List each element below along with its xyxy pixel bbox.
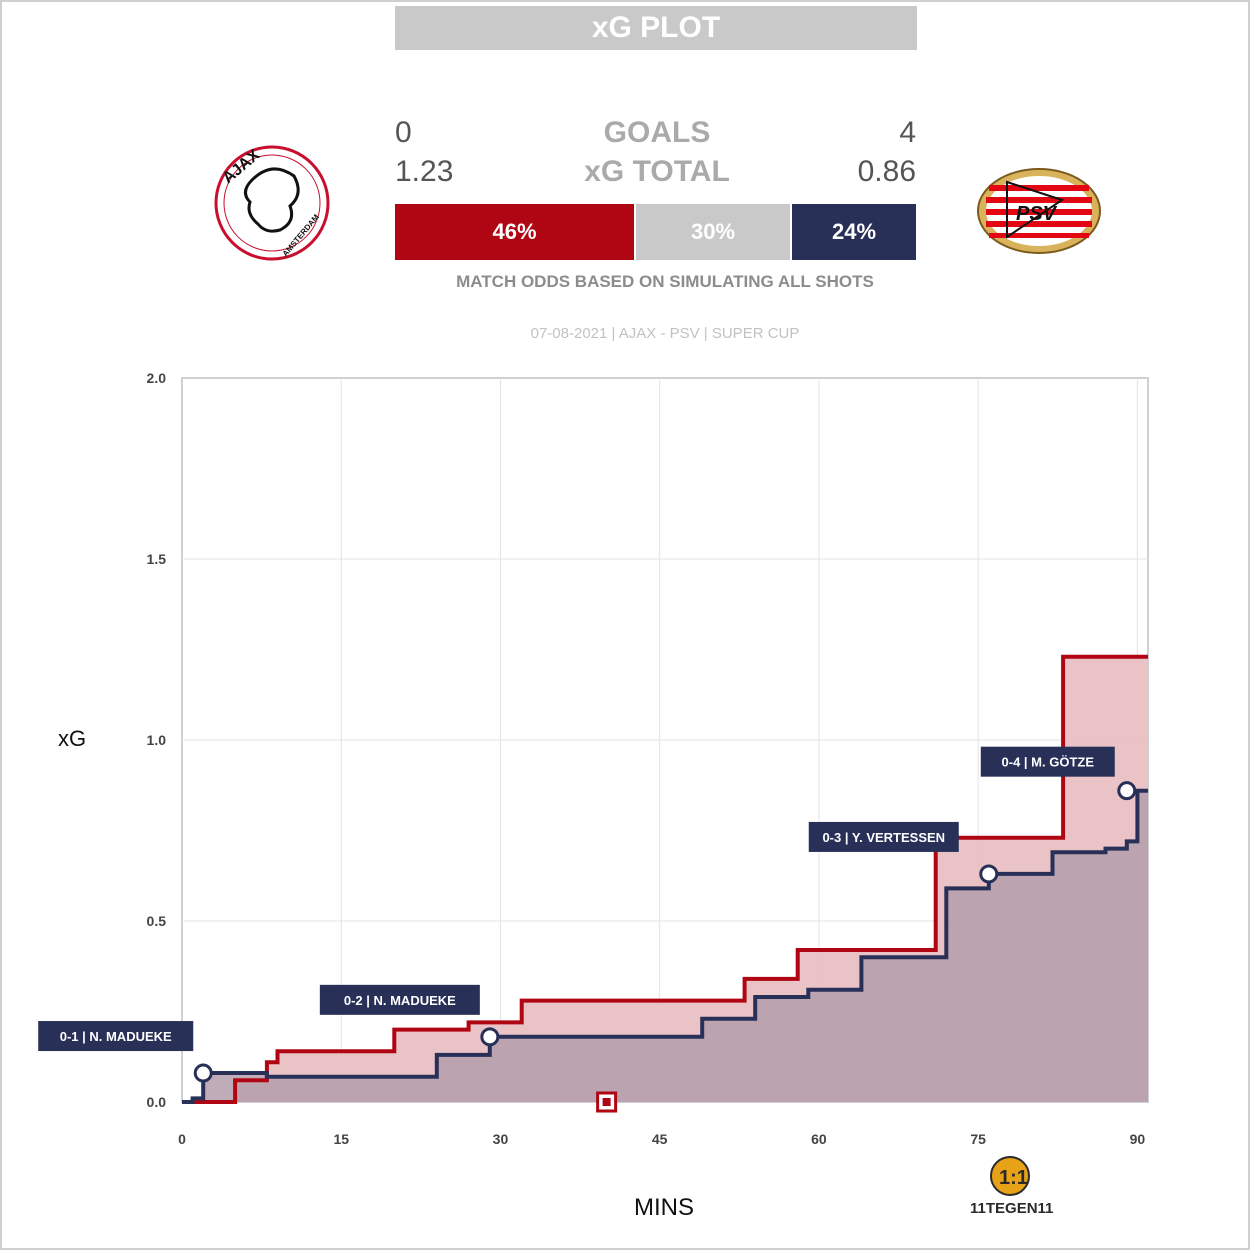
x-tick-label: 60 [811, 1131, 827, 1147]
red-card-marker-inner [602, 1098, 611, 1106]
draw-odds: 30% [636, 204, 790, 260]
goal-label: 0-2 | N. MADUEKE [319, 984, 480, 1015]
goal-label-text: 0-3 | Y. VERTESSEN [822, 830, 945, 845]
y-axis-label: xG [58, 726, 87, 751]
y-tick-label: 1.0 [147, 732, 167, 748]
away-xg-area [182, 790, 1148, 1102]
goal-marker [480, 1027, 500, 1047]
home-win-odds: 46% [395, 204, 634, 260]
goal-label-text: 0-1 | N. MADUEKE [60, 1029, 172, 1044]
page-title: xG PLOT [395, 6, 917, 50]
home-goals: 0 [395, 116, 412, 149]
goals-label: GOALS [603, 116, 711, 149]
y-tick-label: 0.5 [147, 913, 167, 929]
match-info: 07-08-2021 | AJAX - PSV | SUPER CUP [530, 325, 800, 342]
home-xg-total: 1.23 [395, 155, 454, 188]
goal-label-text: 0-4 | M. GÖTZE [1002, 755, 1095, 770]
away-win-odds: 24% [792, 204, 916, 260]
away-xg-total: 0.86 [857, 155, 916, 188]
goal-label-box [808, 821, 959, 852]
x-tick-label: 0 [178, 1131, 186, 1147]
goal-label: 0-4 | M. GÖTZE [980, 746, 1115, 777]
goal-marker [1117, 781, 1137, 801]
goal-label-box [319, 984, 480, 1015]
goal-label-box [980, 746, 1115, 777]
y-tick-label: 0.0 [147, 1094, 167, 1110]
y-tick-label: 1.5 [147, 551, 167, 567]
away-goals: 4 [899, 116, 916, 149]
away-xg-line [182, 788, 1148, 1104]
goal-label-box [38, 1021, 194, 1052]
y-tick-label: 2.0 [147, 370, 167, 386]
goal-label: 0-1 | N. MADUEKE [38, 1021, 194, 1052]
x-tick-label: 45 [652, 1131, 668, 1147]
goal-marker [193, 1063, 213, 1083]
odds-caption: MATCH ODDS BASED ON SIMULATING ALL SHOTS [456, 272, 874, 291]
x-tick-label: 15 [333, 1131, 349, 1147]
x-tick-label: 75 [970, 1131, 986, 1147]
x-tick-label: 90 [1130, 1131, 1146, 1147]
xg-total-label: xG TOTAL [584, 155, 730, 188]
goal-label: 0-3 | Y. VERTESSEN [808, 821, 959, 852]
x-axis-label: MINS [634, 1194, 694, 1221]
goal-marker [979, 864, 999, 884]
x-tick-label: 30 [493, 1131, 509, 1147]
goal-label-text: 0-2 | N. MADUEKE [344, 993, 456, 1008]
